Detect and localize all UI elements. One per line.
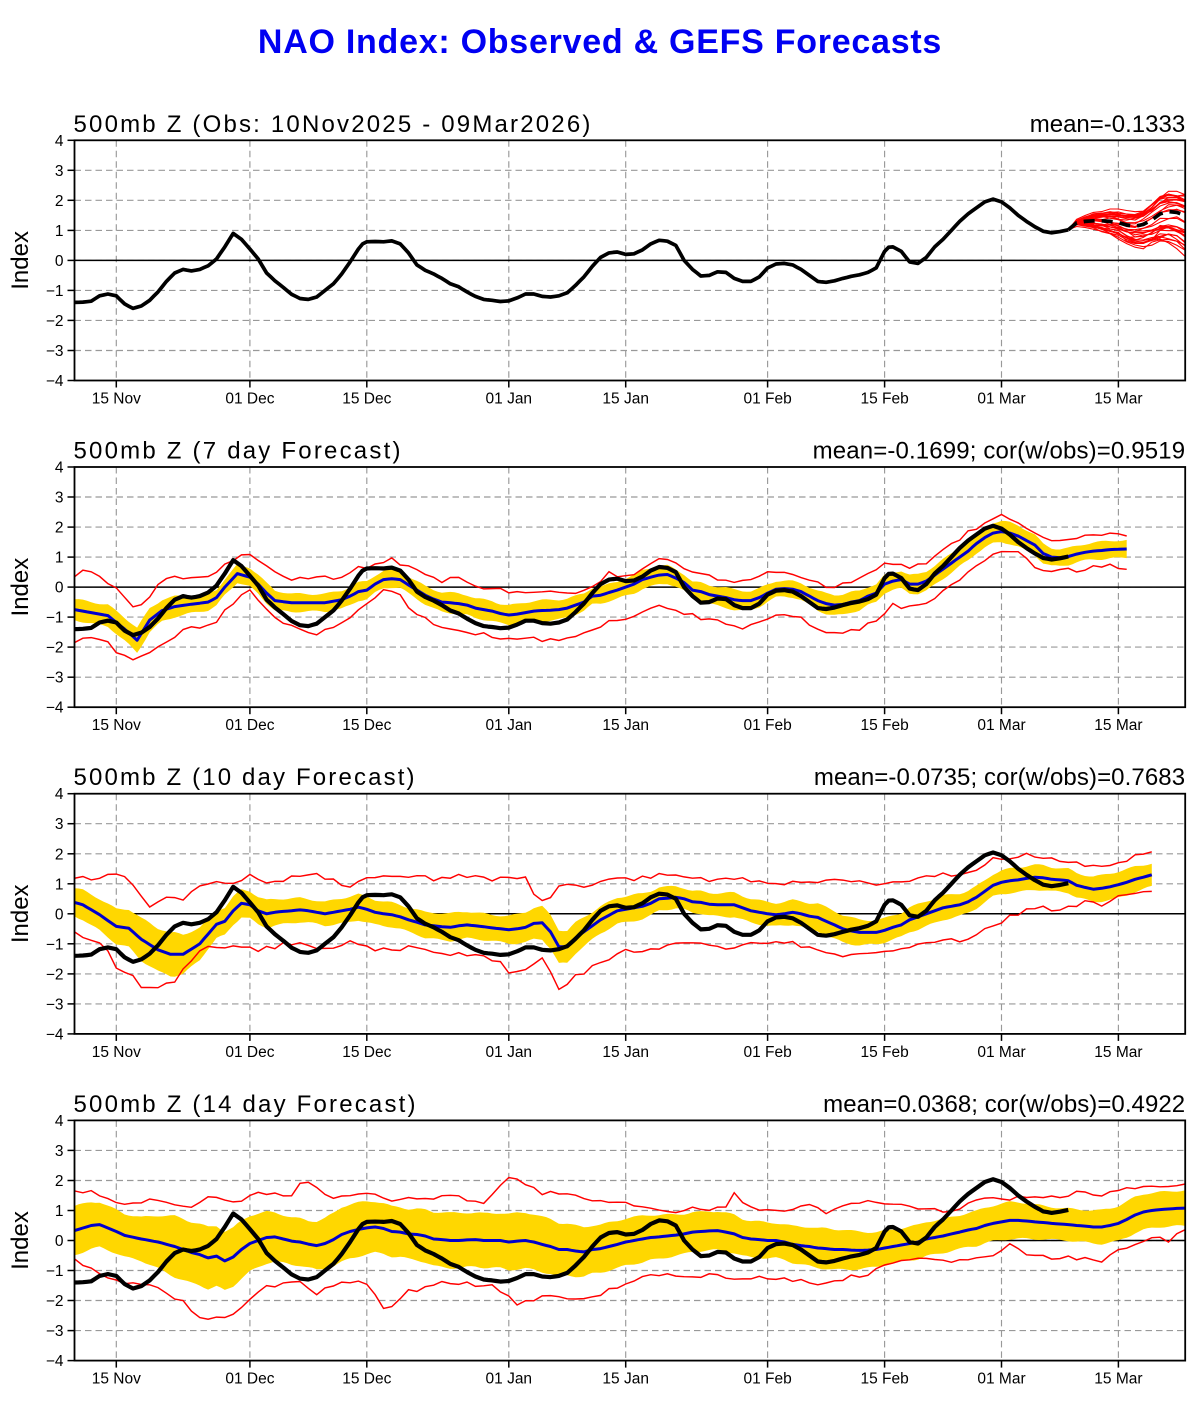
svg-text:01 Dec: 01 Dec bbox=[225, 717, 274, 734]
svg-text:1: 1 bbox=[55, 876, 64, 893]
svg-text:15 Jan: 15 Jan bbox=[602, 391, 649, 408]
svg-text:1: 1 bbox=[55, 1203, 64, 1220]
svg-text:01 Jan: 01 Jan bbox=[486, 1044, 533, 1061]
svg-text:3: 3 bbox=[55, 816, 64, 833]
svg-text:−2: −2 bbox=[46, 313, 64, 330]
svg-text:2: 2 bbox=[55, 193, 64, 210]
svg-text:15 Nov: 15 Nov bbox=[92, 1371, 141, 1388]
svg-text:15 Nov: 15 Nov bbox=[92, 1044, 141, 1061]
svg-text:15 Dec: 15 Dec bbox=[342, 1044, 391, 1061]
svg-text:4: 4 bbox=[55, 133, 64, 150]
svg-text:2: 2 bbox=[55, 520, 64, 537]
svg-text:15 Dec: 15 Dec bbox=[342, 1371, 391, 1388]
svg-text:1: 1 bbox=[55, 223, 64, 240]
svg-text:−4: −4 bbox=[46, 373, 64, 390]
svg-text:Index: Index bbox=[7, 558, 34, 617]
svg-text:4: 4 bbox=[55, 786, 64, 803]
svg-text:mean=-0.0735; cor(w/obs)=0.768: mean=-0.0735; cor(w/obs)=0.7683 bbox=[814, 764, 1185, 791]
svg-text:01 Mar: 01 Mar bbox=[977, 1044, 1025, 1061]
svg-text:01 Dec: 01 Dec bbox=[225, 1371, 274, 1388]
svg-text:−4: −4 bbox=[46, 700, 64, 717]
svg-text:01 Mar: 01 Mar bbox=[977, 391, 1025, 408]
svg-text:0: 0 bbox=[55, 580, 64, 597]
svg-text:15 Dec: 15 Dec bbox=[342, 391, 391, 408]
svg-text:−1: −1 bbox=[46, 610, 64, 627]
svg-text:500mb Z (14 day Forecast): 500mb Z (14 day Forecast) bbox=[74, 1091, 418, 1118]
svg-text:15 Jan: 15 Jan bbox=[602, 1044, 649, 1061]
svg-text:15 Feb: 15 Feb bbox=[860, 717, 908, 734]
svg-text:4: 4 bbox=[55, 460, 64, 477]
svg-text:−4: −4 bbox=[46, 1353, 64, 1370]
svg-text:0: 0 bbox=[55, 906, 64, 923]
svg-text:15 Nov: 15 Nov bbox=[92, 391, 141, 408]
svg-text:01 Feb: 01 Feb bbox=[743, 391, 791, 408]
svg-text:−2: −2 bbox=[46, 1293, 64, 1310]
svg-text:2: 2 bbox=[55, 846, 64, 863]
svg-text:1: 1 bbox=[55, 550, 64, 567]
svg-text:−3: −3 bbox=[46, 996, 64, 1013]
svg-text:01 Dec: 01 Dec bbox=[225, 391, 274, 408]
svg-text:Index: Index bbox=[7, 884, 34, 943]
svg-text:01 Mar: 01 Mar bbox=[977, 717, 1025, 734]
svg-text:mean=-0.1699; cor(w/obs)=0.951: mean=-0.1699; cor(w/obs)=0.9519 bbox=[813, 438, 1186, 465]
svg-text:500mb Z (Obs: 10Nov2025 - 09Ma: 500mb Z (Obs: 10Nov2025 - 09Mar2026) bbox=[74, 111, 593, 138]
svg-text:15 Mar: 15 Mar bbox=[1094, 1371, 1142, 1388]
svg-text:15 Nov: 15 Nov bbox=[92, 717, 141, 734]
svg-text:−3: −3 bbox=[46, 670, 64, 687]
svg-text:01 Jan: 01 Jan bbox=[486, 391, 533, 408]
svg-text:15 Mar: 15 Mar bbox=[1094, 391, 1142, 408]
svg-text:15 Feb: 15 Feb bbox=[860, 1371, 908, 1388]
svg-text:01 Feb: 01 Feb bbox=[743, 1371, 791, 1388]
svg-text:01 Feb: 01 Feb bbox=[743, 717, 791, 734]
svg-text:15 Mar: 15 Mar bbox=[1094, 1044, 1142, 1061]
svg-text:3: 3 bbox=[55, 163, 64, 180]
svg-text:0: 0 bbox=[55, 253, 64, 270]
svg-text:−2: −2 bbox=[46, 640, 64, 657]
svg-text:−2: −2 bbox=[46, 966, 64, 983]
svg-text:3: 3 bbox=[55, 490, 64, 507]
svg-text:−3: −3 bbox=[46, 343, 64, 360]
svg-text:01 Dec: 01 Dec bbox=[225, 1044, 274, 1061]
svg-text:15 Feb: 15 Feb bbox=[860, 1044, 908, 1061]
svg-text:−1: −1 bbox=[46, 1263, 64, 1280]
svg-text:2: 2 bbox=[55, 1173, 64, 1190]
svg-text:01 Mar: 01 Mar bbox=[977, 1371, 1025, 1388]
svg-text:−4: −4 bbox=[46, 1026, 64, 1043]
svg-text:−1: −1 bbox=[46, 283, 64, 300]
svg-text:NAO Index: Observed & GEFS For: NAO Index: Observed & GEFS Forecasts bbox=[258, 23, 942, 61]
svg-text:mean=-0.1333: mean=-0.1333 bbox=[1030, 111, 1185, 138]
svg-text:15 Dec: 15 Dec bbox=[342, 717, 391, 734]
svg-text:01 Jan: 01 Jan bbox=[486, 717, 533, 734]
svg-text:15 Jan: 15 Jan bbox=[602, 717, 649, 734]
svg-text:3: 3 bbox=[55, 1143, 64, 1160]
svg-text:01 Feb: 01 Feb bbox=[743, 1044, 791, 1061]
svg-text:−3: −3 bbox=[46, 1323, 64, 1340]
svg-text:4: 4 bbox=[55, 1113, 64, 1130]
svg-text:Index: Index bbox=[7, 231, 34, 290]
svg-text:01 Jan: 01 Jan bbox=[486, 1371, 533, 1388]
svg-text:500mb Z (10 day Forecast): 500mb Z (10 day Forecast) bbox=[74, 764, 417, 791]
svg-text:15 Mar: 15 Mar bbox=[1094, 717, 1142, 734]
svg-text:Index: Index bbox=[7, 1211, 34, 1270]
svg-text:15 Jan: 15 Jan bbox=[602, 1371, 649, 1388]
svg-text:0: 0 bbox=[55, 1233, 64, 1250]
svg-text:500mb Z (7 day Forecast): 500mb Z (7 day Forecast) bbox=[74, 438, 403, 465]
svg-text:mean=0.0368; cor(w/obs)=0.4922: mean=0.0368; cor(w/obs)=0.4922 bbox=[823, 1091, 1185, 1118]
svg-text:−1: −1 bbox=[46, 936, 64, 953]
svg-text:15 Feb: 15 Feb bbox=[860, 391, 908, 408]
